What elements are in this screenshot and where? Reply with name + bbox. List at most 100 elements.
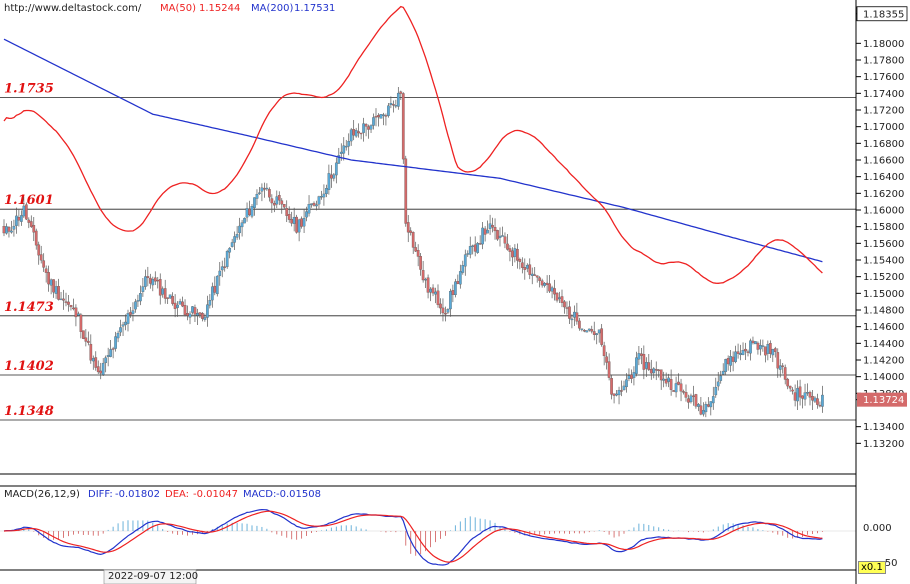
candle-body — [491, 225, 494, 228]
y-tick-label: 1.17800 — [863, 56, 904, 67]
candle-body — [208, 300, 212, 306]
y-tick-label: 1.16600 — [863, 156, 904, 167]
y-tick-label: 1.16800 — [863, 139, 904, 150]
candle-body — [156, 279, 160, 282]
candle-body — [553, 288, 556, 295]
candle-body — [369, 125, 373, 130]
candle-body — [168, 294, 172, 299]
candle-body — [34, 230, 38, 246]
candle-body — [632, 372, 636, 378]
candle-body — [751, 340, 755, 344]
y-tick-label: 1.18355 — [863, 9, 904, 20]
candle-body — [126, 313, 130, 324]
ma50-label: MA(50) — [160, 3, 196, 14]
candle-body — [642, 354, 646, 370]
ma200-value: 1.17531 — [294, 3, 336, 14]
candle-body — [158, 279, 162, 296]
candle-body — [377, 115, 380, 118]
candle-body — [786, 378, 790, 387]
candle-body — [503, 236, 507, 244]
candle-body — [508, 248, 512, 252]
candle-body — [67, 301, 70, 305]
candle-body — [741, 350, 745, 355]
candle-body — [54, 286, 58, 294]
candle-body — [667, 377, 670, 382]
candle-body — [282, 204, 286, 208]
candle-body — [233, 236, 236, 243]
y-tick-label: 1.14800 — [863, 306, 904, 317]
candle-body — [431, 287, 435, 294]
candle-body — [74, 307, 78, 318]
candle-body — [334, 162, 338, 176]
candle-body — [392, 104, 395, 106]
candle-body — [488, 223, 492, 229]
candle-body — [153, 277, 157, 282]
candle-body — [213, 285, 217, 293]
candle-body — [821, 394, 824, 407]
y-tick-label: 1.16000 — [863, 206, 904, 217]
candle-body — [516, 248, 519, 261]
candle-body — [736, 351, 740, 354]
candle-body — [545, 282, 549, 285]
candle-body — [79, 314, 83, 332]
level-label: 1.1601 — [4, 193, 54, 208]
candle-body — [622, 385, 626, 391]
candle-body — [99, 370, 103, 374]
candle-body — [295, 216, 298, 233]
y-tick-label: 1.17400 — [863, 89, 904, 100]
candle-body — [778, 365, 782, 370]
candle-body — [357, 131, 360, 134]
macd-tick-label: 0.000 — [863, 523, 892, 534]
candle-body — [32, 225, 36, 233]
candle-body — [771, 349, 775, 356]
candle-body — [652, 368, 656, 374]
date-label: 2022-09-07 12:00 — [108, 571, 199, 582]
candle-body — [230, 242, 234, 247]
candle-body — [699, 405, 703, 415]
candle-body — [456, 280, 460, 284]
candle-body — [29, 221, 33, 227]
candle-body — [463, 254, 467, 267]
candle-body — [218, 270, 222, 276]
candle-body — [139, 293, 142, 302]
candle-body — [744, 348, 747, 352]
y-tick-label: 1.17000 — [863, 122, 904, 133]
candle-body — [436, 290, 440, 305]
candle-body — [367, 126, 370, 130]
macd-dea-line — [3, 510, 823, 563]
candle-body — [315, 204, 318, 207]
candle-body — [711, 396, 715, 404]
candle-body — [702, 410, 705, 415]
candle-body — [570, 318, 574, 321]
macd-params: MACD(26,12,9) — [4, 489, 80, 500]
candle-body — [330, 174, 333, 179]
candle-body — [349, 129, 353, 142]
candle-body — [69, 304, 73, 308]
candle-body — [22, 205, 26, 217]
candle-body — [265, 187, 269, 190]
candle-body — [7, 226, 11, 232]
candle-body — [729, 356, 732, 366]
candle-body — [186, 313, 189, 316]
candle-body — [617, 390, 621, 396]
candle-body — [697, 404, 700, 407]
candle-body — [270, 198, 274, 204]
candle-body — [478, 243, 482, 245]
level-label: 1.1473 — [4, 300, 54, 315]
site-url[interactable]: http://www.deltastock.com/ — [4, 3, 142, 14]
candle-body — [183, 305, 187, 315]
ma50-line — [3, 5, 823, 284]
candle-body — [285, 208, 289, 216]
candle-body — [173, 302, 177, 309]
candle-body — [116, 332, 120, 339]
y-tick-label: 1.14000 — [863, 372, 904, 383]
price-axis: 1.18355 1.18000 1.17800 1.17600 1.17400 1.172… — [855, 0, 908, 584]
candle-body — [461, 265, 465, 273]
candle-body — [716, 381, 720, 387]
candle-body — [362, 123, 365, 133]
candle-body — [602, 345, 606, 357]
candle-body — [704, 404, 708, 413]
macd-diff-label: DIFF: — [88, 489, 113, 500]
candle-body — [466, 253, 470, 255]
zoom-label[interactable]: x0.1 — [858, 561, 886, 574]
